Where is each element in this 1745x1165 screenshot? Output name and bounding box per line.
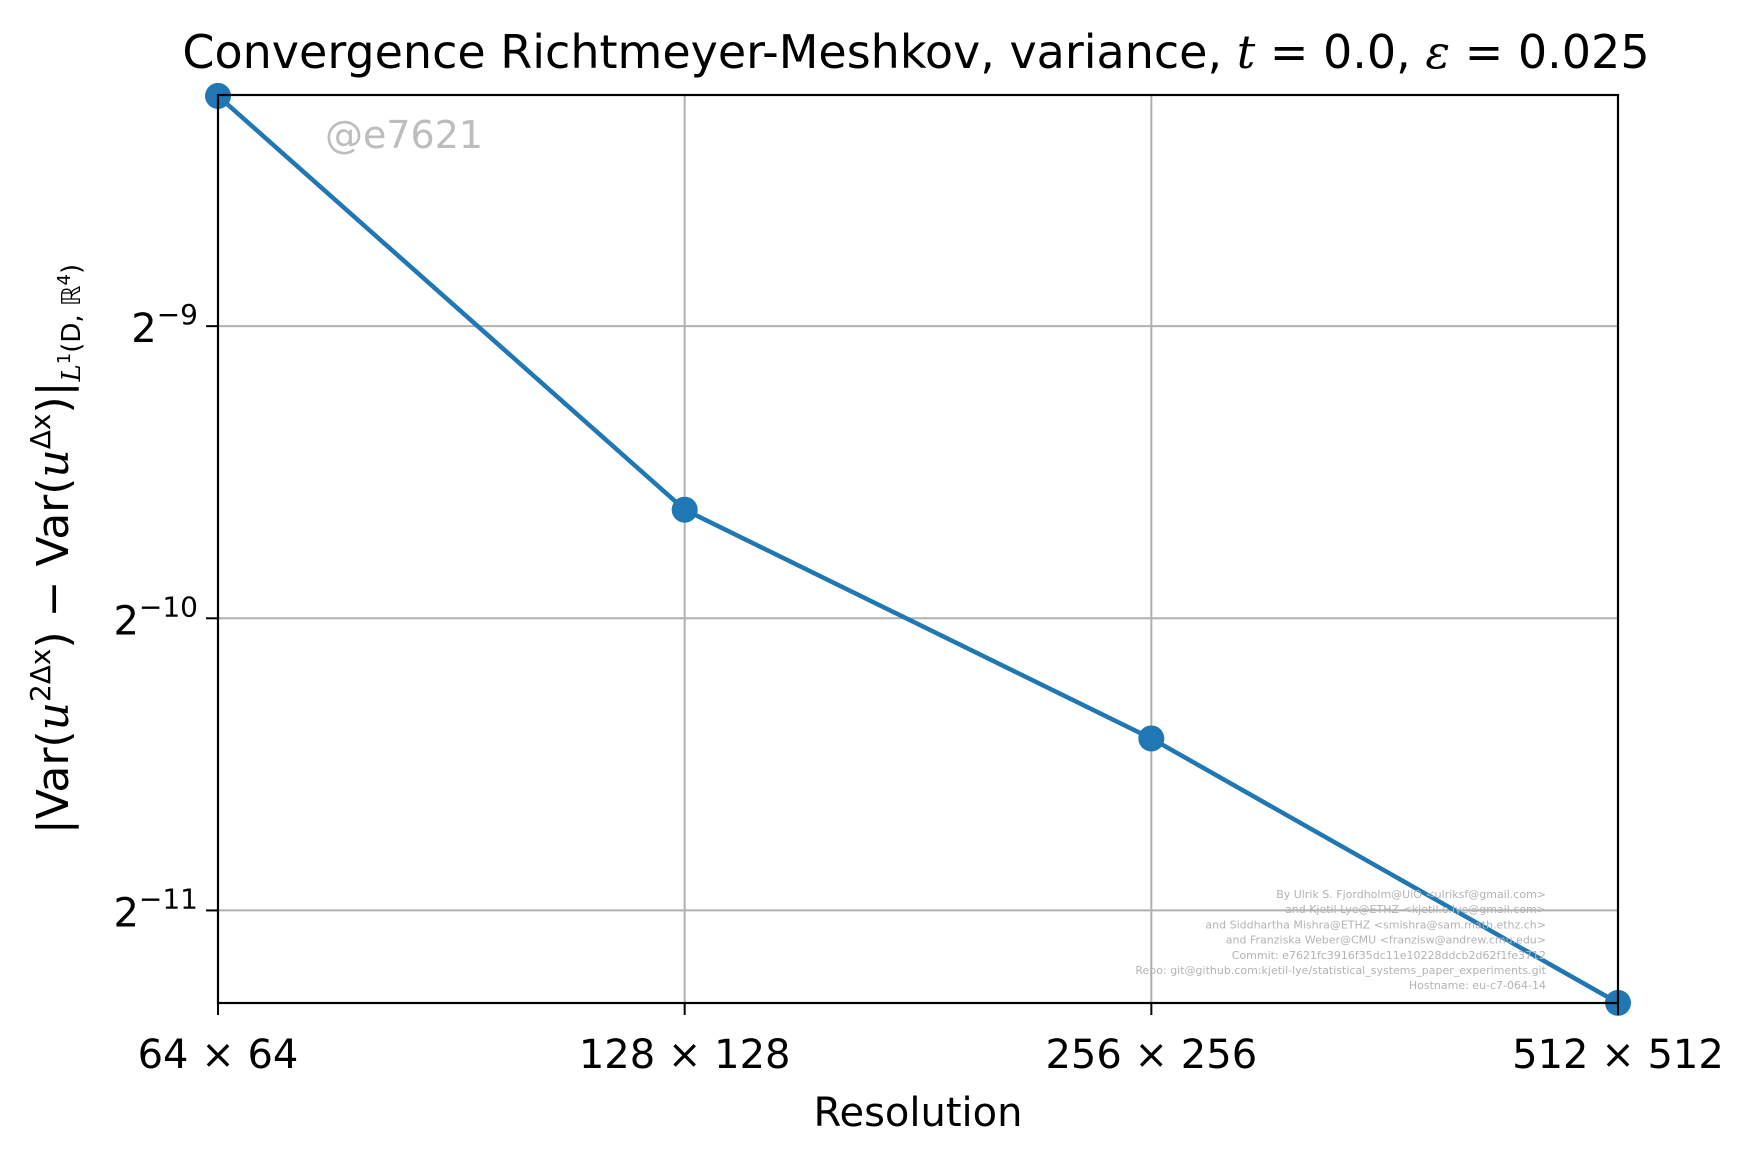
- credit-line: and Siddhartha Mishra@ETHZ <smishra@sam.…: [1205, 918, 1546, 931]
- credit-line: and Kjetil Lye@ETHZ <kjetil.o.lye@gmail.…: [1285, 903, 1546, 916]
- y-tick-label: 2−9: [131, 298, 198, 352]
- y-axis-ticks: 2−9 2−10 2−11: [113, 298, 218, 936]
- y-axis-label: |Var(u2Δx) − Var(uΔx)|L1(D, ℝ4): [24, 264, 87, 834]
- chart-title: Convergence Richtmeyer-Meshkov, variance…: [182, 25, 1649, 79]
- data-point: [671, 496, 698, 523]
- y-tick-label: 2−10: [113, 590, 198, 644]
- x-tick-label: 256 × 256: [1045, 1032, 1257, 1078]
- x-axis-ticks: 64 × 64 128 × 128 256 × 256 512 × 512: [138, 1003, 1724, 1078]
- data-point: [1138, 725, 1165, 752]
- x-axis-label: Resolution: [813, 1090, 1022, 1136]
- grid-lines: [217, 95, 1619, 1003]
- credit-line: Commit: e7621fc3916f35dc11e10228ddcb2d62…: [1232, 949, 1546, 962]
- credits-block: By Ulrik S. Fjordholm@UiO <ulriksf@gmail…: [1135, 888, 1546, 992]
- x-tick-label: 512 × 512: [1512, 1032, 1724, 1078]
- credit-line: Hostname: eu-c7-064-14: [1409, 979, 1546, 992]
- watermark-text: @e7621: [325, 113, 483, 157]
- x-tick-label: 64 × 64: [138, 1032, 299, 1078]
- x-tick-label: 128 × 128: [579, 1032, 791, 1078]
- credit-line: and Franziska Weber@CMU <franzisw@andrew…: [1226, 934, 1546, 947]
- series-layer: [205, 82, 1631, 1016]
- credit-line: Repo: git@github.com:kjetil-lye/statisti…: [1135, 964, 1546, 977]
- credit-line: By Ulrik S. Fjordholm@UiO <ulriksf@gmail…: [1276, 888, 1546, 901]
- y-tick-label: 2−11: [113, 882, 198, 936]
- series-line: [216, 94, 1620, 1005]
- plot-frame: [216, 93, 1620, 1005]
